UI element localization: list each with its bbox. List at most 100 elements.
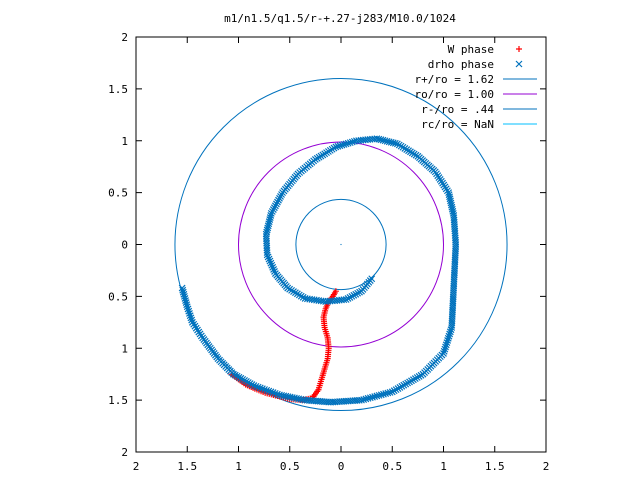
drho-phase-marker: [256, 384, 264, 392]
drho-phase-marker: [348, 138, 356, 146]
drho-phase-marker: [268, 261, 276, 269]
drho-phase-marker: [352, 290, 360, 298]
drho-phase-marker: [389, 139, 397, 147]
drho-phase-marker: [443, 339, 451, 347]
chart-title: m1/n1.5/q1.5/r-+.27-j283/M10.0/1024: [224, 12, 456, 25]
drho-phase-marker: [183, 303, 191, 311]
drho-phase-marker: [269, 389, 277, 397]
drho-phase-marker: [183, 301, 191, 309]
drho-phase-marker: [254, 383, 262, 391]
drho-phase-marker: [263, 226, 271, 234]
y-tick-label: 1.5: [108, 394, 128, 407]
reference-circle: [295, 198, 387, 291]
x-tick-label: 0.5: [280, 460, 300, 473]
drho-phase-marker: [266, 214, 274, 221]
drho-phase-marker: [267, 388, 275, 396]
drho-phase-marker: [373, 135, 381, 143]
drho-phase-marker: [273, 200, 280, 208]
drho-phase-marker: [263, 386, 271, 394]
drho-phase-marker: [276, 194, 283, 202]
drho-phase-marker: [267, 259, 275, 267]
drho-phase-marker: [185, 307, 193, 315]
drho-phase-marker: [381, 137, 389, 145]
drho-phase-marker: [342, 140, 350, 148]
origin-dot: [340, 243, 342, 246]
x-tick-label: 2: [133, 460, 140, 473]
drho-phase-marker: [387, 138, 395, 146]
drho-phase-marker: [271, 268, 278, 275]
drho-phase-marker: [346, 293, 354, 301]
drho-phase-marker: [186, 309, 193, 317]
drho-phase-marker: [269, 206, 277, 214]
legend-label: W phase: [448, 43, 494, 56]
drho-phase-marker: [344, 139, 352, 147]
drho-phase-marker: [266, 257, 274, 265]
drho-phase-marker: [375, 135, 383, 143]
drho-phase-marker: [271, 389, 279, 397]
drho-phase-marker: [356, 288, 364, 296]
y-tick-label: 1: [121, 342, 128, 355]
drho-phase-marker: [445, 332, 453, 340]
drho-phase-marker: [303, 295, 311, 303]
y-tick-label: 0.5: [108, 290, 128, 303]
legend: W phase drho phase r+/ro = 1.62 ro/ro = 1.0…: [415, 43, 537, 131]
legend-label: r+/ro = 1.62: [415, 73, 494, 86]
drho-phase-marker: [446, 330, 454, 338]
drho-phase-marker: [344, 295, 352, 302]
legend-label: ro/ro = 1.00: [415, 88, 494, 101]
drho-phase-marker: [265, 255, 273, 263]
drho-phase-marker: [274, 198, 281, 206]
drho-phase-marker: [263, 228, 271, 236]
y-tick-label: 2: [121, 31, 128, 44]
drho-phase-marker: [264, 224, 272, 232]
drho-phase-marker: [261, 386, 268, 393]
drho-phase-marker: [442, 343, 449, 351]
legend-marker-swatch: [516, 46, 522, 52]
drho-phase-marker: [273, 390, 281, 398]
drho-phase-marker: [267, 212, 275, 219]
x-tick-label: 0: [338, 460, 345, 473]
x-tick-label: 0.5: [382, 460, 402, 473]
drho-phase-marker: [340, 141, 348, 148]
drho-phase-marker: [278, 391, 286, 399]
drho-phase-marker: [442, 341, 450, 349]
drho-phase-marker: [440, 347, 448, 355]
drho-phase-marker: [391, 139, 399, 147]
series-markers: [178, 135, 460, 406]
drho-phase-marker: [179, 288, 187, 296]
drho-phase-marker: [188, 318, 196, 326]
drho-phase-marker: [277, 192, 284, 200]
drho-phase-marker: [358, 287, 365, 295]
drho-phase-marker: [264, 222, 272, 230]
drho-phase-marker: [252, 382, 260, 390]
legend-marker-swatch: [515, 60, 523, 68]
drho-phase-marker: [265, 220, 273, 228]
drho-phase-marker: [379, 136, 387, 144]
drho-phase-marker: [346, 139, 354, 147]
legend-label: rc/ro = NaN: [421, 118, 494, 131]
drho-phase-marker: [269, 263, 277, 271]
y-tick-label: 0.5: [108, 187, 128, 200]
drho-phase-marker: [446, 328, 454, 336]
drho-phase-marker: [383, 137, 391, 145]
legend-label: drho phase: [428, 58, 494, 71]
drho-phase-marker: [441, 345, 449, 353]
drho-phase-marker: [271, 270, 279, 277]
x-tick-label: 2: [543, 460, 550, 473]
drho-phase-marker: [266, 216, 274, 224]
drho-phase-marker: [258, 385, 266, 393]
drho-phase-marker: [278, 191, 285, 198]
drho-phase-marker: [332, 143, 340, 151]
drho-phase-marker: [270, 204, 278, 212]
y-tick-label: 2: [121, 446, 128, 459]
x-tick-label: 1.5: [177, 460, 197, 473]
drho-phase-marker: [265, 387, 273, 395]
drho-phase-marker: [377, 136, 385, 144]
drho-phase-marker: [271, 202, 279, 210]
drho-phase-marker: [348, 292, 356, 300]
drho-phase-marker: [354, 289, 362, 297]
drho-phase-marker: [187, 314, 195, 322]
drho-phase-marker: [178, 284, 186, 292]
drho-phase-marker: [184, 305, 192, 313]
